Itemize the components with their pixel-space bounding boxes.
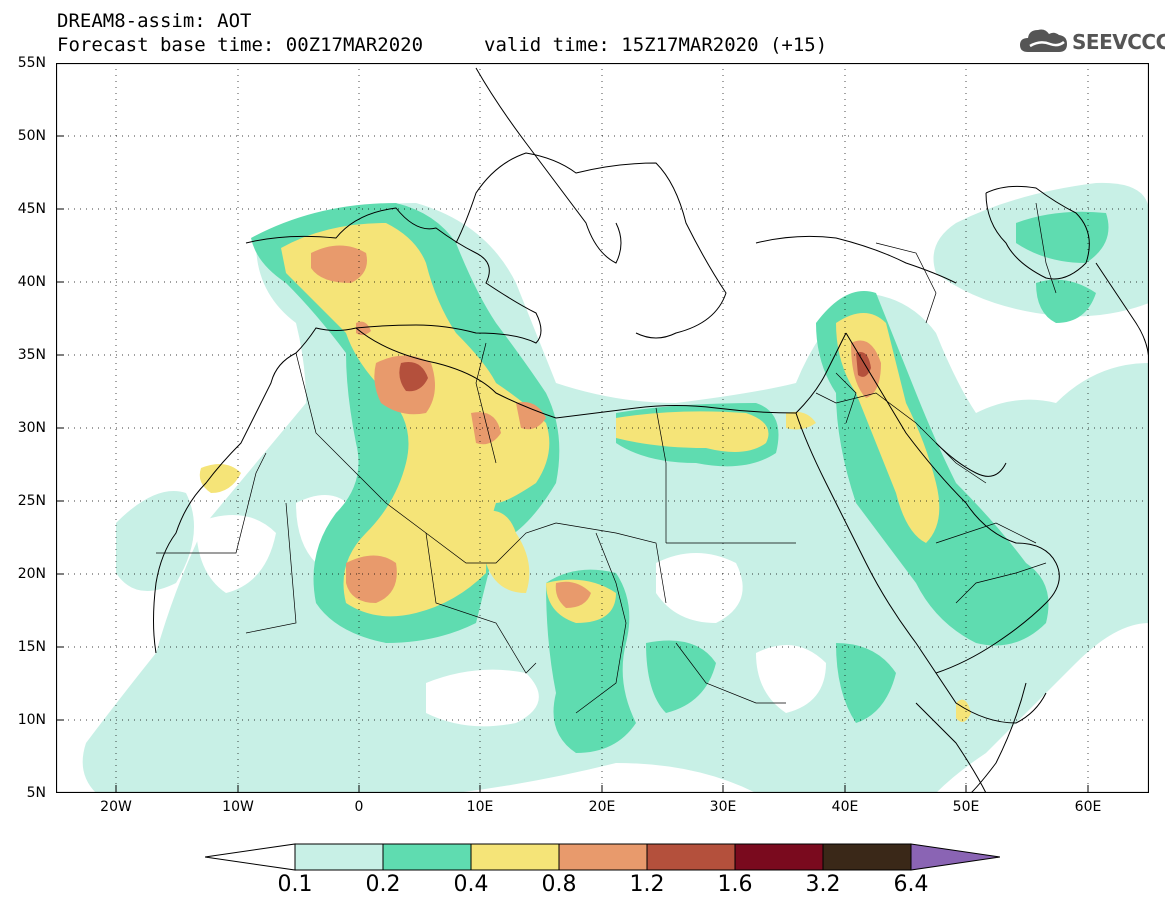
lat-label-40n: 40N — [17, 274, 46, 290]
lon-label-20w: 20W — [100, 799, 132, 815]
lat-label-35n: 35N — [17, 347, 46, 363]
gridlines — [56, 63, 1149, 793]
axis-ticks — [56, 135, 1089, 793]
lat-label-45n: 45N — [17, 201, 46, 217]
aot-map — [56, 63, 1149, 793]
colorbar — [205, 843, 1000, 871]
colorbar-label-3: 0.8 — [541, 872, 577, 897]
colorbar-swatch-2 — [382, 843, 472, 871]
colorbar-label-7: 6.4 — [893, 872, 929, 897]
colorbar-swatch-3 — [470, 843, 560, 871]
colorbar-label-0: 0.1 — [277, 872, 313, 897]
country-borders — [156, 202, 1057, 714]
colorbar-swatch-1 — [294, 843, 384, 871]
logo-text: SEEVCCC — [1072, 30, 1165, 54]
colorbar-label-2: 0.4 — [453, 872, 489, 897]
lon-label-40e: 40E — [831, 799, 859, 815]
colorbar-label-6: 3.2 — [805, 872, 841, 897]
colorbar-label-5: 1.6 — [717, 872, 753, 897]
lon-label-20e: 20E — [588, 799, 616, 815]
lon-label-0: 0 — [354, 799, 364, 815]
lat-label-10n: 10N — [17, 712, 46, 728]
colorbar-swatch-5 — [646, 843, 736, 871]
seevccc-logo: SEEVCCC — [1018, 24, 1165, 56]
cloud-icon — [1020, 29, 1067, 52]
lat-label-30n: 30N — [17, 420, 46, 436]
lat-label-50n: 50N — [17, 128, 46, 144]
lon-label-50e: 50E — [952, 799, 980, 815]
lon-label-60e: 60E — [1074, 799, 1102, 815]
lat-label-55n: 55N — [17, 55, 46, 71]
coastlines — [153, 67, 1149, 793]
lat-label-5n: 5N — [26, 785, 46, 801]
lon-label-30e: 30E — [709, 799, 737, 815]
lat-label-20n: 20N — [17, 566, 46, 582]
colorbar-label-4: 1.2 — [629, 872, 665, 897]
colorbar-swatch-above — [910, 843, 1000, 871]
map-frame — [56, 63, 1149, 793]
lat-label-15n: 15N — [17, 639, 46, 655]
lat-label-25n: 25N — [17, 493, 46, 509]
colorbar-label-1: 0.2 — [365, 872, 401, 897]
lon-label-10e: 10E — [466, 799, 494, 815]
colorbar-swatch-below — [205, 843, 296, 871]
colorbar-swatch-6 — [734, 843, 824, 871]
valid-time: valid time: 15Z17MAR2020 (+15) — [484, 34, 828, 56]
aot-shading — [82, 182, 1149, 793]
lon-label-10w: 10W — [222, 799, 254, 815]
forecast-base-time: Forecast base time: 00Z17MAR2020 — [57, 34, 424, 56]
colorbar-swatch-7 — [822, 843, 912, 871]
map-title: DREAM8-assim: AOT — [57, 10, 252, 32]
colorbar-swatch-4 — [558, 843, 648, 871]
